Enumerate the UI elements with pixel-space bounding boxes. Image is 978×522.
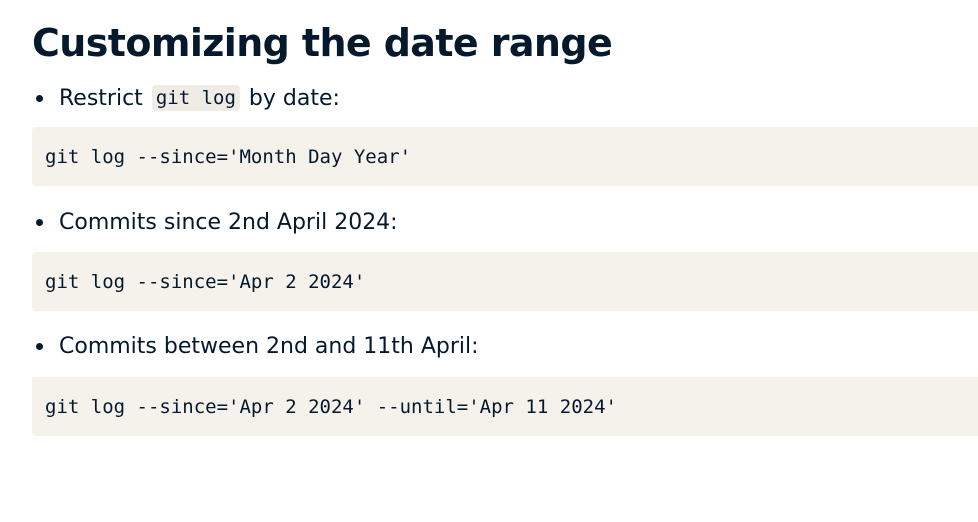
bullet-dot	[36, 94, 43, 102]
page-title: Customizing the date range	[32, 21, 613, 65]
bullet-commits-between: Commits between 2nd and 11th April:	[36, 328, 479, 364]
bullet-dot	[36, 218, 43, 226]
bullet-text: Commits since 2nd April 2024:	[59, 209, 398, 235]
bullet-text: Commits between 2nd and 11th April:	[59, 333, 479, 359]
bullet-text: Restrict	[59, 85, 143, 111]
code-block-since-example: git log --since='Apr 2 2024'	[32, 252, 978, 311]
bullet-dot	[36, 342, 43, 350]
code-block-since-until-example: git log --since='Apr 2 2024' --until='Ap…	[32, 377, 978, 436]
inline-code: git log	[151, 85, 240, 111]
bullet-commits-since: Commits since 2nd April 2024:	[36, 204, 398, 240]
code-block-since-format: git log --since='Month Day Year'	[32, 127, 978, 186]
bullet-text: by date:	[248, 85, 340, 111]
bullet-restrict-by-date: Restrict git log by date:	[36, 80, 340, 116]
